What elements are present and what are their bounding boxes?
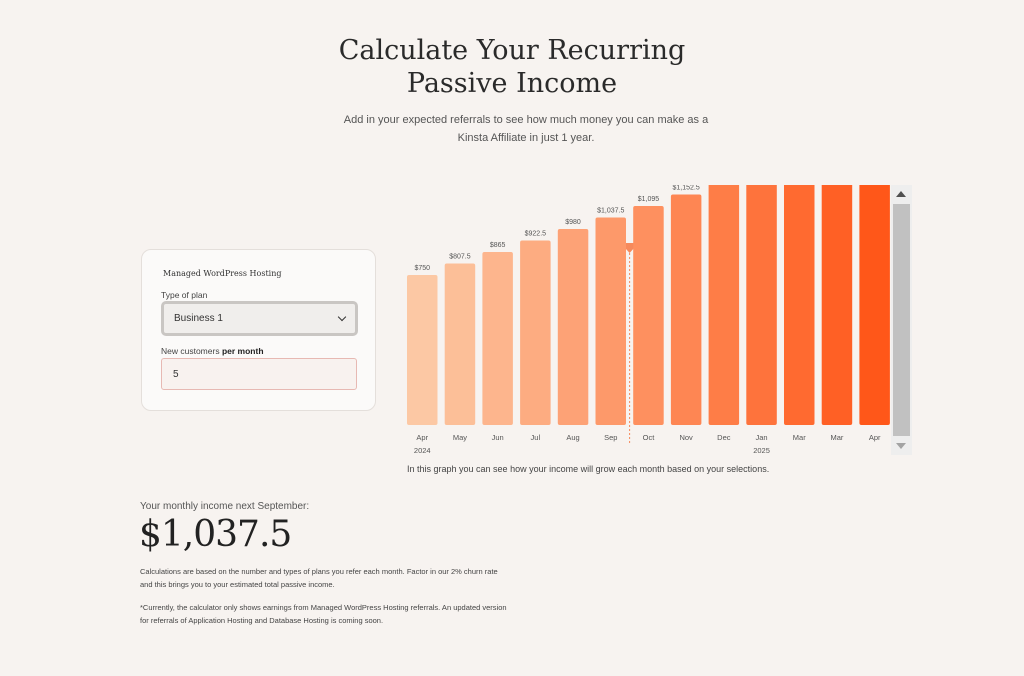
calculation-note: Calculations are based on the number and…: [140, 567, 498, 589]
scroll-thumb[interactable]: [893, 204, 910, 436]
chart-bar: [821, 185, 853, 425]
chart-bar: [520, 240, 551, 425]
bar-value-label: $865: [490, 242, 506, 249]
x-tick-label: Sep: [604, 433, 617, 442]
x-tick-label: Jun: [492, 433, 504, 442]
chart-bar: [633, 206, 664, 425]
x-tick-label: Apr: [416, 433, 428, 442]
customers-input-value: 5: [173, 368, 179, 380]
x-tick-label: Dec: [717, 433, 731, 442]
x-tick-label: Oct: [643, 433, 656, 442]
x-tick-label: May: [453, 433, 467, 442]
year-tick-label: 2025: [753, 446, 770, 455]
page-subtitle: Add in your expected referrals to see ho…: [343, 114, 709, 144]
income-chart: $750 Apr 2024 $807.5 May $865 Jun $922.5 Jul $980…: [400, 185, 912, 460]
scroll-up-icon[interactable]: [896, 191, 906, 197]
customers-input[interactable]: 5: [161, 358, 357, 390]
x-tick-label: Mar: [830, 433, 843, 442]
bar-value-label: $1,037.5: [597, 208, 624, 215]
bar-value-label: $1,095: [638, 196, 660, 203]
customers-label-prefix: New customers: [161, 346, 220, 356]
x-tick-label: Apr: [869, 433, 881, 442]
chevron-down-icon: [337, 312, 347, 322]
chart-scrollbar[interactable]: [891, 185, 912, 455]
plan-type-label: Type of plan: [161, 290, 208, 300]
plan-type-select[interactable]: Business 1: [161, 301, 358, 336]
title-line-2: Passive Income: [406, 68, 618, 99]
calculator-card: Managed WordPress Hosting Type of plan B…: [141, 249, 376, 411]
x-tick-label: Nov: [679, 433, 693, 442]
chart-caption: In this graph you can see how your incom…: [407, 464, 770, 474]
scroll-down-icon[interactable]: [896, 443, 906, 449]
x-tick-label: Aug: [566, 433, 579, 442]
card-title: Managed WordPress Hosting: [163, 269, 282, 278]
x-tick-label: Jul: [531, 433, 541, 442]
chart-bar: [595, 217, 626, 425]
title-line-1: Calculate Your Recurring: [338, 35, 686, 66]
chart-bar: [670, 194, 702, 425]
chart-bar: [708, 185, 740, 425]
chart-bar: [784, 185, 815, 425]
chart-bar: [746, 185, 777, 425]
bar-value-label: $1,152.5: [673, 185, 700, 192]
customers-label-bold: per month: [221, 346, 264, 356]
income-value: $1,037.5: [139, 514, 292, 555]
bar-value-label: $922.5: [525, 231, 547, 238]
income-chart-svg: $750 Apr 2024 $807.5 May $865 Jun $922.5 Jul $980…: [407, 185, 890, 455]
year-tick-label: 2024: [414, 446, 431, 455]
plan-type-value: Business 1: [174, 313, 223, 324]
chart-bar: [859, 185, 890, 425]
chart-bar: [482, 252, 513, 425]
bar-value-label: $980: [565, 219, 581, 226]
customers-label: New customers per month: [161, 346, 264, 356]
chart-bar: [444, 263, 476, 425]
bar-value-label: $807.5: [449, 254, 471, 261]
chart-bar: [407, 275, 438, 425]
x-tick-label: Jan: [756, 433, 768, 442]
page-title: Calculate Your Recurring Passive Income: [0, 34, 1024, 100]
disclaimer-note: *Currently, the calculator only shows ea…: [140, 603, 507, 625]
income-label: Your monthly income next September:: [140, 501, 310, 512]
chart-bar: [557, 229, 589, 425]
x-tick-label: Mar: [793, 433, 806, 442]
bar-value-label: $750: [414, 265, 430, 272]
